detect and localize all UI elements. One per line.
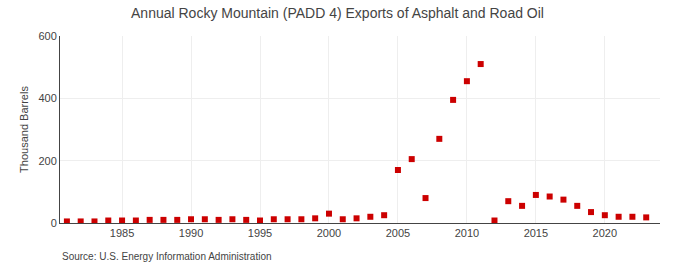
svg-text:Source: U.S. Energy Informatio: Source: U.S. Energy Information Administ… [62,251,272,262]
svg-text:200: 200 [38,155,56,167]
svg-text:2005: 2005 [386,227,410,239]
svg-text:2015: 2015 [524,227,548,239]
svg-text:2020: 2020 [593,227,617,239]
svg-text:600: 600 [38,30,56,42]
svg-text:Thousand Barrels: Thousand Barrels [18,86,30,173]
svg-text:400: 400 [38,92,56,104]
svg-text:1995: 1995 [248,227,272,239]
svg-text:1990: 1990 [179,227,203,239]
svg-text:2000: 2000 [317,227,341,239]
svg-text:1985: 1985 [110,227,134,239]
svg-text:Annual Rocky Mountain (PADD 4): Annual Rocky Mountain (PADD 4) Exports o… [131,5,544,21]
svg-text:0: 0 [51,217,57,229]
svg-text:2010: 2010 [455,227,479,239]
